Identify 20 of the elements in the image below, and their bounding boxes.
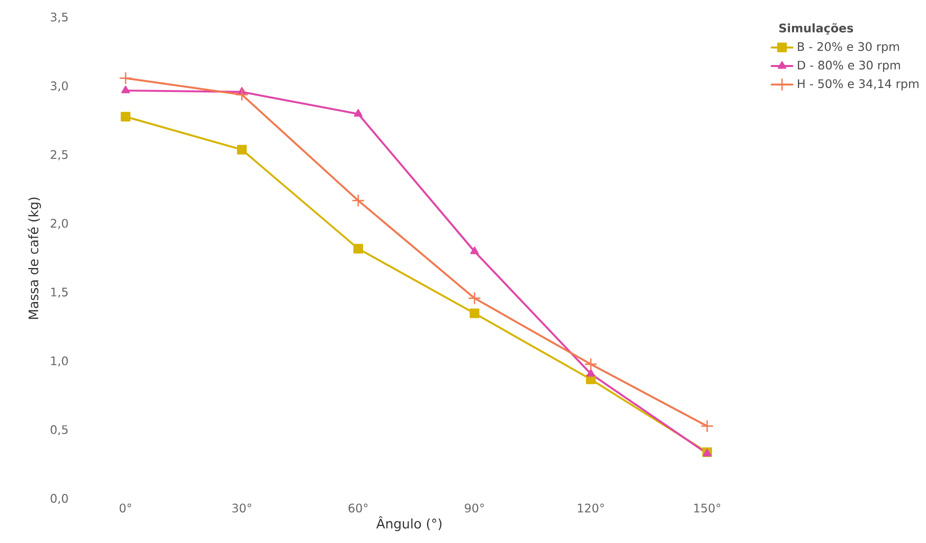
y-tick-label: 3,0 <box>50 81 68 92</box>
y-tick-label: 2,5 <box>50 150 68 160</box>
y-tick-label: 0,0 <box>50 494 68 504</box>
y-tick-label: 0,5 <box>50 424 68 436</box>
x-tick-label: 90° <box>464 503 484 512</box>
x-tick-label: 0° <box>120 503 132 512</box>
x-tick-label: 150° <box>694 503 720 512</box>
y-tick-label: 2,0 <box>50 218 68 229</box>
x-tick-label: 60° <box>348 503 368 512</box>
y-axis-title: Massa de café (kg) <box>28 197 41 319</box>
y-tick-label: 3,5 <box>50 12 68 22</box>
legend-label: B - 20% e 30 rpm <box>798 42 899 54</box>
y-tick-label: 1,5 <box>51 288 68 298</box>
y-tick-label: 1,0 <box>51 356 68 366</box>
legend-label: H - 50% e 34,14 rpm <box>798 78 918 90</box>
x-axis-title: Ângulo (°) <box>376 516 442 531</box>
legend-label: D - 80% e 30 rpm <box>798 60 900 72</box>
legend-title: Simulações <box>779 22 854 34</box>
x-tick-label: 120° <box>578 503 604 512</box>
x-tick-label: 30° <box>232 503 252 512</box>
